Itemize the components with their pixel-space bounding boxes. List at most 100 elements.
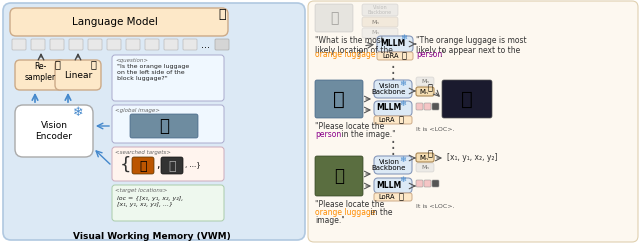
Text: person: person (315, 130, 341, 139)
Text: person: person (416, 50, 442, 59)
Text: ,: , (156, 160, 159, 170)
Text: 🔥: 🔥 (399, 193, 403, 202)
Text: Vision
Backbone: Vision Backbone (372, 159, 406, 172)
FancyBboxPatch shape (50, 39, 64, 50)
Text: Vision
Backbone: Vision Backbone (372, 82, 406, 95)
FancyBboxPatch shape (112, 147, 224, 181)
FancyBboxPatch shape (416, 77, 434, 86)
Text: Mₙ: Mₙ (371, 30, 379, 35)
FancyBboxPatch shape (107, 39, 121, 50)
FancyBboxPatch shape (374, 101, 412, 116)
Text: ?": ?" (356, 50, 364, 59)
Text: It is <LOC>.: It is <LOC>. (416, 204, 454, 209)
FancyBboxPatch shape (55, 60, 101, 90)
Text: "Please locate the: "Please locate the (315, 200, 384, 209)
Text: 🏯: 🏯 (330, 11, 338, 25)
Text: ❄: ❄ (399, 175, 406, 184)
FancyBboxPatch shape (164, 39, 178, 50)
FancyBboxPatch shape (132, 157, 154, 174)
Text: Visual Working Memory (VWM): Visual Working Memory (VWM) (73, 232, 231, 241)
FancyBboxPatch shape (362, 4, 398, 16)
Text: 🔥: 🔥 (401, 51, 406, 61)
FancyBboxPatch shape (362, 28, 398, 38)
Text: ❄: ❄ (401, 33, 408, 42)
FancyBboxPatch shape (12, 39, 26, 50)
Text: LoRA: LoRA (379, 117, 396, 123)
Text: 🔥: 🔥 (428, 83, 433, 92)
Text: .": ." (439, 50, 445, 59)
FancyBboxPatch shape (432, 103, 439, 110)
FancyBboxPatch shape (315, 156, 363, 196)
Text: Mₙ: Mₙ (371, 20, 379, 24)
Text: loc = {[x₁, y₁, x₂, y₂],
[x₁, y₁, x₂, y₂], ...}: loc = {[x₁, y₁, x₂, y₂], [x₁, y₁, x₂, y₂… (117, 196, 183, 207)
FancyBboxPatch shape (308, 1, 638, 242)
FancyBboxPatch shape (145, 39, 159, 50)
Text: MLLM: MLLM (376, 181, 402, 190)
Text: Mₙ: Mₙ (420, 89, 428, 94)
Text: in the: in the (368, 208, 392, 217)
FancyBboxPatch shape (69, 39, 83, 50)
Text: <target locations>: <target locations> (115, 188, 168, 193)
Text: "Please locate the: "Please locate the (315, 122, 384, 131)
Text: Mₙ: Mₙ (420, 154, 428, 161)
Text: Vision
Backbone: Vision Backbone (368, 5, 392, 15)
FancyBboxPatch shape (112, 185, 224, 221)
Text: in the image.": in the image." (339, 130, 396, 139)
Text: 🔥: 🔥 (54, 59, 60, 69)
Text: Language Model: Language Model (72, 17, 158, 27)
Text: orange luggage: orange luggage (315, 208, 376, 217)
FancyBboxPatch shape (432, 180, 439, 187)
Text: , ...}: , ...} (185, 162, 201, 168)
FancyBboxPatch shape (88, 39, 102, 50)
FancyBboxPatch shape (377, 52, 413, 60)
Text: ⋮: ⋮ (385, 139, 401, 157)
FancyBboxPatch shape (416, 180, 423, 187)
Text: orange luggage: orange luggage (315, 50, 376, 59)
Text: 🧳: 🧳 (140, 160, 147, 173)
FancyBboxPatch shape (15, 60, 65, 90)
FancyBboxPatch shape (416, 87, 434, 96)
Text: Linear: Linear (64, 71, 92, 80)
FancyBboxPatch shape (215, 39, 229, 50)
FancyBboxPatch shape (374, 193, 412, 201)
FancyBboxPatch shape (3, 3, 305, 240)
FancyBboxPatch shape (112, 105, 224, 143)
FancyBboxPatch shape (377, 36, 413, 52)
Text: 🔥: 🔥 (428, 150, 433, 159)
Text: "The orange luggage is most
likely to appear next to the: "The orange luggage is most likely to ap… (416, 36, 527, 55)
FancyBboxPatch shape (442, 80, 492, 118)
Text: 🔥: 🔥 (90, 59, 96, 69)
Text: Mₙ: Mₙ (421, 165, 429, 170)
FancyBboxPatch shape (161, 157, 183, 174)
FancyBboxPatch shape (416, 103, 423, 110)
FancyBboxPatch shape (424, 180, 431, 187)
Text: image.": image." (315, 216, 345, 225)
Text: "Is the orange luggage
on the left side of the
block luggage?": "Is the orange luggage on the left side … (117, 64, 189, 81)
Text: {: { (120, 156, 131, 174)
Text: LoRA: LoRA (379, 194, 396, 200)
FancyBboxPatch shape (130, 114, 198, 138)
Text: "What is the most
likely location of the: "What is the most likely location of the (315, 36, 393, 55)
Text: ❄: ❄ (73, 106, 83, 120)
FancyBboxPatch shape (183, 39, 197, 50)
Text: <question>: <question> (115, 58, 148, 63)
Text: It is <LOC>.: It is <LOC>. (416, 127, 454, 132)
Text: Vision
Encoder: Vision Encoder (35, 121, 72, 141)
Text: Mₙ: Mₙ (421, 79, 429, 84)
Text: <global image>: <global image> (115, 108, 160, 113)
FancyBboxPatch shape (362, 17, 398, 27)
Text: [x₁, y₁, x₂, y₂]: [x₁, y₁, x₂, y₂] (447, 153, 497, 163)
FancyBboxPatch shape (315, 80, 363, 118)
Text: <searched targets>: <searched targets> (115, 150, 171, 155)
Text: 🔥: 🔥 (218, 8, 226, 20)
Text: 🏯: 🏯 (159, 117, 169, 135)
FancyBboxPatch shape (416, 163, 434, 172)
FancyBboxPatch shape (374, 156, 412, 174)
Text: 🔥: 🔥 (399, 115, 403, 124)
FancyBboxPatch shape (31, 39, 45, 50)
Text: 🏯: 🏯 (461, 90, 473, 109)
Text: MLLM: MLLM (376, 103, 402, 112)
FancyBboxPatch shape (126, 39, 140, 50)
FancyBboxPatch shape (315, 4, 353, 32)
FancyBboxPatch shape (10, 8, 228, 36)
